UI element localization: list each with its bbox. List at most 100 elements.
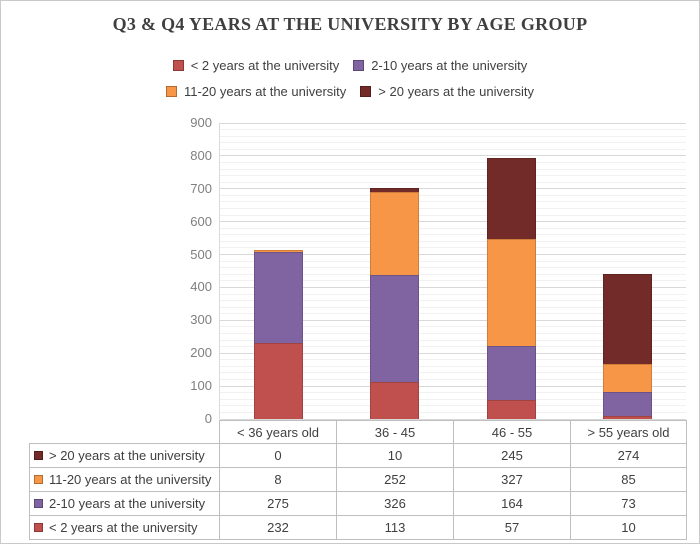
minor-gridline <box>220 405 686 406</box>
table-value-cell: 164 <box>453 491 571 516</box>
chart-title: Q3 & Q4 YEARS AT THE UNIVERSITY BY AGE G… <box>112 14 588 34</box>
bar-segment <box>486 158 536 239</box>
minor-gridline <box>220 267 686 268</box>
y-tick-label: 400 <box>190 279 212 295</box>
table-value-cell: 275 <box>219 491 337 516</box>
bar-column <box>220 249 337 419</box>
y-tick-label: 500 <box>190 246 212 262</box>
legend-item: 11-20 years at the university <box>165 84 346 99</box>
table-value-cell: 232 <box>219 515 337 540</box>
data-table: < 36 years old 36 - 45 46 - 55 > 55 years o… <box>29 420 687 540</box>
bar-segment <box>370 274 420 382</box>
bar-segment <box>370 188 420 192</box>
minor-gridline <box>220 169 686 170</box>
bar-segment <box>603 391 653 416</box>
table-row-label: < 2 years at the university <box>29 515 220 540</box>
y-tick-label: 800 <box>190 147 212 163</box>
table-header-row: < 36 years old 36 - 45 46 - 55 > 55 years o… <box>30 420 687 444</box>
table-value-cell: 8 <box>219 467 337 492</box>
bar-stack <box>603 273 653 419</box>
minor-gridline <box>220 340 686 341</box>
plot-area <box>219 123 687 420</box>
y-tick-label: 100 <box>190 378 212 394</box>
bar-segment <box>486 346 536 401</box>
minor-gridline <box>220 313 686 314</box>
major-gridline <box>220 155 686 156</box>
minor-gridline <box>220 379 686 380</box>
bar-segment <box>603 363 653 392</box>
legend-swatch-red-icon <box>172 60 184 71</box>
series-label: < 2 years at the university <box>49 520 198 535</box>
minor-gridline <box>220 359 686 360</box>
minor-gridline <box>220 175 686 176</box>
bar-segment <box>603 415 653 419</box>
bar-segment <box>253 342 303 419</box>
legend-item: 2-10 years at the university <box>353 58 527 73</box>
minor-gridline <box>220 182 686 183</box>
series-swatch-icon <box>34 475 43 484</box>
legend-swatch-purple-icon <box>353 60 365 71</box>
major-gridline <box>220 188 686 189</box>
y-tick-label: 600 <box>190 213 212 229</box>
y-tick-label: 900 <box>190 115 212 130</box>
minor-gridline <box>220 149 686 150</box>
minor-gridline <box>220 201 686 202</box>
table-category-header: < 36 years old <box>219 420 337 444</box>
legend-swatch-maroon-icon <box>360 86 372 97</box>
minor-gridline <box>220 136 686 137</box>
table-value-cell: 252 <box>336 467 454 492</box>
table-category-header: 46 - 55 <box>453 420 571 444</box>
bar-segment <box>253 252 303 343</box>
table-category-header: 36 - 45 <box>336 420 454 444</box>
minor-gridline <box>220 300 686 301</box>
minor-gridline <box>220 346 686 347</box>
major-gridline <box>220 123 686 124</box>
major-gridline <box>220 287 686 288</box>
minor-gridline <box>220 294 686 295</box>
minor-gridline <box>220 307 686 308</box>
data-table-header: < 36 years old 36 - 45 46 - 55 > 55 years o… <box>30 420 687 444</box>
minor-gridline <box>220 234 686 235</box>
minor-gridline <box>220 195 686 196</box>
legend-item: < 2 years at the university <box>172 58 339 73</box>
series-swatch-icon <box>34 523 43 532</box>
major-gridline <box>220 386 686 387</box>
legend-swatch-orange-icon <box>165 86 177 97</box>
minor-gridline <box>220 241 686 242</box>
series-label: 11-20 years at the university <box>49 472 212 487</box>
data-table-body: > 20 years at the university 0 10 245 274 11-… <box>29 443 687 540</box>
series-swatch-icon <box>34 451 43 460</box>
table-row-label: 11-20 years at the university <box>29 467 220 492</box>
minor-gridline <box>220 412 686 413</box>
bar-stack <box>253 249 303 419</box>
minor-gridline <box>220 372 686 373</box>
major-gridline <box>220 353 686 354</box>
bar-segment <box>603 273 653 364</box>
bar-segment <box>486 238 536 347</box>
bar-stack <box>370 188 420 419</box>
minor-gridline <box>220 215 686 216</box>
y-tick-label: 700 <box>190 180 212 196</box>
minor-gridline <box>220 326 686 327</box>
minor-gridline <box>220 366 686 367</box>
minor-gridline <box>220 392 686 393</box>
table-value-cell: 274 <box>570 443 687 468</box>
table-value-cell: 245 <box>453 443 571 468</box>
bar-column <box>337 188 454 419</box>
bar-segment <box>253 249 303 253</box>
minor-gridline <box>220 261 686 262</box>
minor-gridline <box>220 333 686 334</box>
table-value-cell: 73 <box>570 491 687 516</box>
table-value-cell: 57 <box>453 515 571 540</box>
table-value-cell: 326 <box>336 491 454 516</box>
major-gridline <box>220 320 686 321</box>
y-tick-label: 300 <box>190 312 212 328</box>
y-tick-label: 0 <box>204 411 212 426</box>
minor-gridline <box>220 274 686 275</box>
bar-column <box>570 273 687 419</box>
table-row: 2-10 years at the university 275 326 164 73 <box>29 491 687 516</box>
table-row: < 2 years at the university 232 113 57 10 <box>29 515 687 540</box>
series-swatch-icon <box>34 499 43 508</box>
bar-stack <box>486 158 536 419</box>
